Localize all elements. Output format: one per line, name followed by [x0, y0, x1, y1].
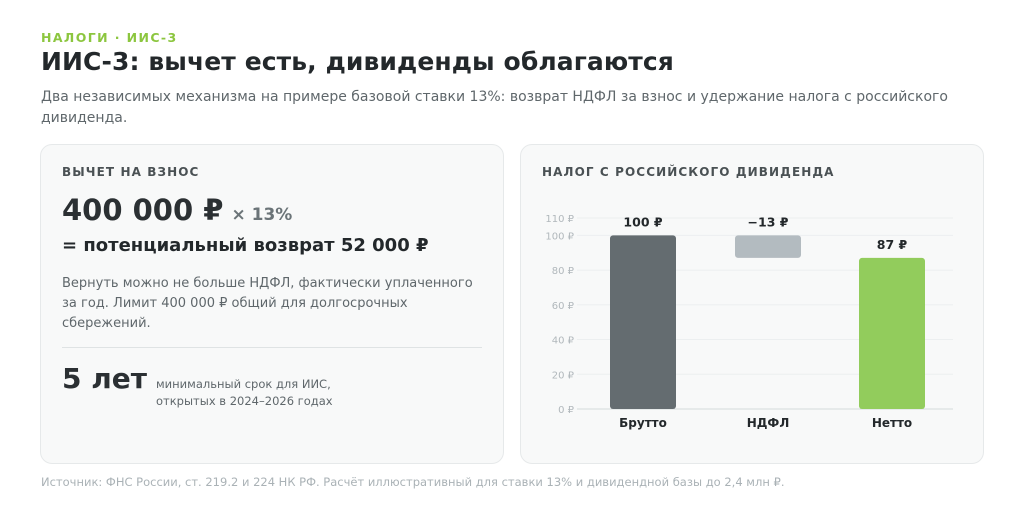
dividend-card-label: НАЛОГ С РОССИЙСКОГО ДИВИДЕНДА	[542, 165, 835, 179]
deduction-amount-row: 400 000 ₽ × 13%	[62, 193, 292, 227]
contribution-amount: 400 000 ₽	[62, 193, 224, 227]
dividend-card: НАЛОГ С РОССИЙСКОГО ДИВИДЕНДА 0 ₽ 20 ₽ 40 …	[520, 144, 984, 464]
deduction-card-label: ВЫЧЕТ НА ВЗНОС	[62, 165, 200, 179]
deduction-note: Вернуть можно не больше НДФЛ, фактически…	[62, 276, 473, 331]
category-label: Брутто	[619, 416, 667, 430]
potential-refund: = потенциальный возврат 52 000 ₽	[62, 235, 429, 256]
eyebrow: НАЛОГИ · ИИС-3	[41, 30, 178, 45]
data-label: 100 ₽	[623, 214, 662, 229]
bar-1	[610, 235, 676, 409]
category-label: Нетто	[872, 416, 912, 430]
page-subtitle: Два независимых механизма на примере баз…	[41, 89, 948, 126]
y-tick-label: 0 ₽	[558, 405, 575, 416]
category-label: НДФЛ	[747, 416, 790, 430]
dividend-waterfall-chart: 0 ₽ 20 ₽ 40 ₽ 60 ₽ 80 ₽ 100 ₽ 110 ₽ 100 ₽ Брутто…	[545, 214, 953, 430]
page-title: ИИС-3: вычет есть, дивиденды облагаются	[41, 47, 674, 76]
deduction-card: ВЫЧЕТ НА ВЗНОС 400 000 ₽ × 13% = потенциа…	[40, 144, 504, 464]
y-tick-label: 80 ₽	[552, 266, 575, 277]
source-footnote: Источник: ФНС России, ст. 219.2 и 224 НК…	[41, 475, 785, 489]
minimum-term-value: 5 лет	[62, 362, 147, 395]
data-label: 87 ₽	[877, 237, 908, 252]
y-tick-label: 20 ₽	[552, 370, 575, 381]
y-tick-label: 110 ₽	[545, 214, 574, 225]
bar-3	[859, 257, 925, 409]
data-label: −13 ₽	[748, 214, 789, 229]
tax-rate-multiplier: × 13%	[231, 205, 293, 225]
minimum-term-note: минимальный срок для ИИС, открытых в 202…	[156, 377, 333, 408]
y-tick-label: 40 ₽	[552, 336, 575, 347]
y-tick-label: 100 ₽	[545, 231, 574, 242]
bar-2	[735, 235, 801, 258]
card-divider	[62, 347, 482, 348]
y-tick-label: 60 ₽	[552, 301, 575, 312]
